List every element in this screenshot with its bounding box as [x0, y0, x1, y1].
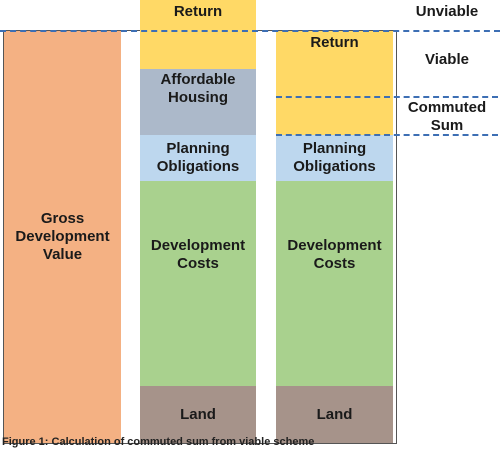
unviable-label: Unviable — [415, 3, 479, 20]
viable-dashed-line — [276, 96, 498, 98]
right-return-block: Return — [276, 31, 393, 135]
gdv-label: Gross Development Value — [15, 210, 110, 263]
commuted-sum-dashed-line — [276, 134, 498, 136]
right-planning-obligations-block: Planning Obligations — [276, 135, 393, 181]
left-planning-obligations-label: Planning Obligations — [156, 140, 240, 175]
affordable-housing-label: Affordable Housing — [160, 71, 236, 106]
right-land-block: Land — [276, 386, 393, 443]
right-development-costs-block: Development Costs — [276, 181, 393, 386]
left-planning-obligations-block: Planning Obligations — [140, 135, 256, 181]
right-return-label: Return — [310, 34, 359, 51]
right-development-costs-label: Development Costs — [287, 236, 382, 272]
right-planning-obligations-label: Planning Obligations — [293, 140, 376, 175]
commuted-sum-label: Commuted Sum — [407, 99, 487, 134]
viable-label: Viable — [425, 51, 469, 68]
left-land-block: Land — [140, 386, 256, 443]
left-development-costs-label: Development Costs — [150, 236, 246, 272]
affordable-housing-block: Affordable Housing — [140, 69, 256, 135]
figure-caption: Figure 1: Calculation of commuted sum fr… — [2, 436, 315, 448]
gross-development-value-block: Gross Development Value — [4, 31, 121, 443]
left-return-label: Return — [173, 3, 223, 20]
unviable-dashed-line — [0, 30, 500, 32]
left-development-costs-block: Development Costs — [140, 181, 256, 386]
left-return-block: Return — [140, 0, 256, 69]
right-land-label: Land — [316, 405, 353, 423]
left-land-label: Land — [180, 405, 216, 423]
